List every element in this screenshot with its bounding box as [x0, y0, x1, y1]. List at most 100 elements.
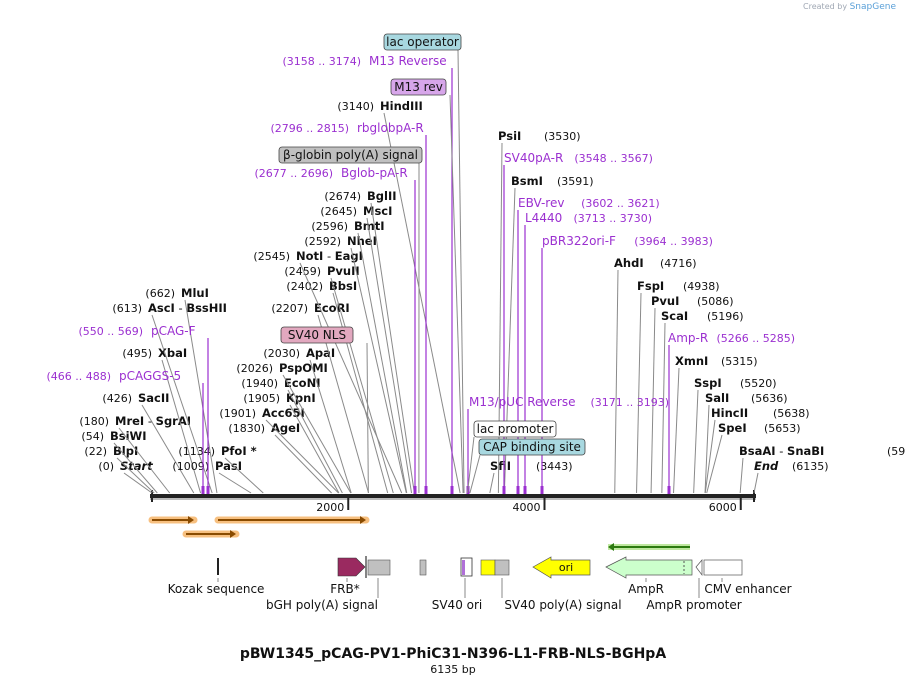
site-name: BsiWI	[110, 429, 147, 443]
primer-mark	[516, 486, 520, 494]
restriction-site: BsaAI - SnaBI (5994)	[739, 444, 906, 494]
bottom-feature-label: CMV enhancer	[704, 582, 791, 596]
restriction-site: PfoI * (1134)	[178, 444, 264, 494]
site-name: MluI	[181, 286, 209, 300]
site-leader-line	[489, 472, 495, 494]
primer-range: (3964 .. 3983)	[634, 235, 713, 248]
feature-label-text: β-globin poly(A) signal	[283, 148, 418, 162]
site-label: PvuI	[651, 294, 679, 308]
bottom-feature-label: Kozak sequence	[168, 582, 265, 596]
site-name: AgeI	[271, 421, 300, 435]
site-name: BbsI	[329, 279, 357, 293]
plasmid-size: 6135 bp	[430, 663, 476, 676]
site-name: SfiI	[490, 459, 511, 473]
primer-mark	[540, 486, 544, 494]
site-name: HincII	[711, 406, 748, 420]
site-name-2: SgrAI	[156, 414, 191, 428]
site-position-label: (426)	[102, 392, 132, 405]
site-position-label: (2207)	[271, 302, 308, 315]
ampr-feature	[605, 556, 693, 579]
bottom-feature-label: AmpR	[628, 582, 664, 596]
primer-name: SV40pA-R	[504, 151, 563, 165]
restriction-site: KpnI (1905)	[243, 391, 340, 494]
primer-range: (3602 .. 3621)	[581, 197, 660, 210]
primer-mark	[424, 486, 428, 494]
primer-name: L4440	[525, 211, 562, 225]
site-name: PfoI *	[221, 444, 257, 458]
axis-tick-label: 4000	[513, 501, 541, 514]
site-leader-line	[753, 472, 759, 494]
bottom-feature-labels: Kozak sequence FRB* bGH poly(A) signal SV40…	[168, 578, 792, 612]
feature-label-text: M13 rev	[394, 80, 443, 94]
restriction-site: PasI (1009)	[172, 459, 252, 494]
primer-name: rbglobpA-R	[357, 121, 424, 135]
orf-arrow-head	[360, 516, 366, 524]
site-position-label: (495)	[122, 347, 152, 360]
site-position-label: (1905)	[243, 392, 280, 405]
site-name: KpnI	[286, 391, 316, 405]
feature-label-text: lac promoter	[477, 422, 554, 436]
feature-leader-line	[469, 454, 481, 494]
feature-track: ori	[217, 556, 743, 579]
site-name: PvuII	[327, 264, 360, 278]
site-position-label: (2402)	[286, 280, 323, 293]
restriction-site: SacII (426)	[102, 391, 195, 494]
sv40-ori-feature	[460, 557, 473, 577]
restriction-site: NotI - EagI (2545)	[253, 249, 403, 494]
feature-leader-line	[457, 49, 465, 494]
site-position-label: (2596)	[311, 220, 348, 233]
site-position-label: (2026)	[236, 362, 273, 375]
site-label: SfiI	[490, 459, 511, 473]
primer-range: (550 .. 569)	[78, 325, 143, 338]
site-name: SalI	[705, 391, 729, 405]
site-leader-line	[161, 359, 202, 494]
backbone	[150, 494, 756, 498]
restriction-site: AscI - BssHII (613)	[112, 301, 227, 494]
site-label: BsmI	[511, 174, 543, 188]
site-position-label: (2674)	[324, 190, 361, 203]
site-leader-line	[265, 419, 339, 494]
primer-name: pCAGGS-5	[119, 369, 181, 383]
primer-range: (3158 .. 3174)	[282, 55, 361, 68]
site-name: PvuI	[651, 294, 679, 308]
site-label: BglII	[367, 189, 397, 203]
site-name: MreI	[115, 414, 144, 428]
site-label: PsiI	[498, 129, 521, 143]
site-name: Start	[120, 459, 153, 473]
site-label: PasI	[215, 459, 242, 473]
site-leader-line	[661, 322, 666, 494]
site-leader-line	[650, 307, 656, 494]
site-name: BsaAI	[739, 444, 776, 458]
primer: Amp-R (5266 .. 5285)	[667, 331, 795, 494]
site-label: HindIII	[380, 99, 423, 113]
site-leader-line	[218, 472, 252, 494]
site-position-label: (613)	[112, 302, 142, 315]
restriction-site: BbsI (2402)	[286, 279, 389, 494]
lac-feature	[462, 560, 465, 575]
feature-labels: lac operator M13 rev β-globin poly(A) sign…	[278, 33, 586, 494]
site-position-label: (4938)	[683, 280, 720, 293]
site-position-label: (3140)	[337, 100, 374, 113]
restriction-site: End (6135)	[753, 459, 829, 494]
site-label: SspI	[694, 376, 722, 390]
restriction-site: FspI (4938)	[636, 279, 720, 494]
site-leader-line	[184, 299, 218, 494]
site-name-2: BssHII	[186, 301, 227, 315]
site-position-label: (2545)	[253, 250, 290, 263]
site-label: NheI	[347, 234, 377, 248]
site-leader-line	[282, 374, 352, 494]
frb-feature	[337, 557, 366, 577]
site-position-label: (5638)	[773, 407, 810, 420]
feature-label-box	[478, 438, 586, 456]
orf-arrows	[148, 516, 690, 551]
site-label: SalI	[705, 391, 729, 405]
primer-name: pCAG-F	[151, 324, 196, 338]
site-leader-line	[706, 434, 723, 494]
site-leader-line	[309, 359, 352, 494]
site-name: NotI	[296, 249, 323, 263]
feature-leader-line	[466, 436, 475, 494]
site-label: ApaI	[306, 346, 335, 360]
site-leader-line	[357, 232, 408, 494]
restriction-site: SpeI (5653)	[706, 421, 801, 494]
site-label: AhdI	[614, 256, 644, 270]
